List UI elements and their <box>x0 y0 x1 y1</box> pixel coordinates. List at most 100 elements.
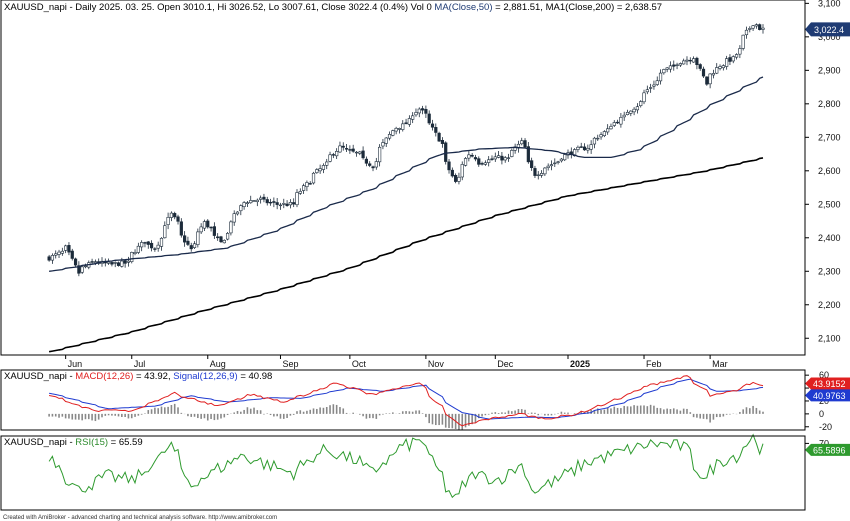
candle-body <box>506 157 511 159</box>
candle-body <box>235 211 240 215</box>
candle-body <box>57 251 61 255</box>
candle-body <box>252 200 256 202</box>
candle-body <box>384 137 388 144</box>
candle-body <box>682 60 686 65</box>
candle-body <box>219 236 223 243</box>
candle-body <box>107 261 111 264</box>
price-y-tick-label: 2,100 <box>818 333 841 343</box>
candle-body <box>295 192 299 206</box>
candle-body <box>397 128 402 130</box>
price-y-tick-label: 3,000 <box>818 32 841 42</box>
candle-body <box>629 110 633 114</box>
signal-badge <box>805 389 850 402</box>
candle-body <box>639 101 643 107</box>
candle-body <box>305 182 309 188</box>
candle-body <box>632 108 636 113</box>
candle-body <box>381 142 385 147</box>
candle-body <box>133 252 137 254</box>
candle-body <box>592 137 597 145</box>
candle-body <box>493 156 497 160</box>
candle-body <box>328 154 332 162</box>
candle-body <box>325 161 329 166</box>
candle-body <box>249 200 253 204</box>
candle-body <box>321 165 326 170</box>
candle-body <box>285 203 289 206</box>
candle-body <box>457 176 461 182</box>
ma200-line <box>48 157 764 353</box>
macd-title-part: Signal(12,26,9) <box>173 371 237 382</box>
candle-body <box>302 185 306 191</box>
candle-body <box>298 191 302 194</box>
candle-body <box>192 243 197 248</box>
candle-body <box>50 255 55 261</box>
candle-body <box>490 158 494 160</box>
candle-body <box>318 168 322 172</box>
price-y-tick-label: 3,100 <box>818 0 841 8</box>
candle-body <box>559 158 563 162</box>
candle-body <box>454 174 458 182</box>
candle-body <box>698 64 702 69</box>
candle-body <box>672 64 676 67</box>
candle-body <box>589 144 593 150</box>
candle-body <box>196 231 200 245</box>
ma50-line <box>49 76 764 272</box>
candle-body <box>734 54 739 58</box>
candle-body <box>576 146 580 150</box>
price-title-part: MA1(Close,200) <box>546 2 615 13</box>
candle-body <box>414 112 418 116</box>
candle-body <box>354 151 359 154</box>
price-title: XAUUSD_napi - Daily 2025. 03. 25. Open 3… <box>4 2 662 13</box>
candle-body <box>645 89 649 93</box>
candle-body <box>480 163 484 165</box>
candle-body <box>278 204 283 207</box>
macd-title-part: XAUUSD_napi - <box>4 371 75 382</box>
candle-body <box>721 65 725 69</box>
rsi-frame <box>0 435 806 511</box>
rsi-title-part: RSI(15) <box>75 437 108 448</box>
x-tick-label: Mar <box>712 359 728 369</box>
candle-body <box>315 169 319 174</box>
candle-body <box>275 202 279 205</box>
footer-credit: Created with AmiBroker - advanced charti… <box>3 515 277 521</box>
candle-body <box>579 146 583 148</box>
candle-body <box>599 134 603 138</box>
candle-body <box>652 84 656 87</box>
candle-body <box>582 146 587 151</box>
candle-body <box>744 29 749 36</box>
candle-body <box>477 158 481 165</box>
candle-body <box>738 48 742 55</box>
candle-body <box>239 205 243 212</box>
candle-body <box>143 242 147 244</box>
candle-body <box>364 158 369 164</box>
candle-body <box>272 201 276 203</box>
macd-title-part: MACD(12,26) <box>75 371 133 382</box>
candle-body <box>64 245 68 251</box>
candle-body <box>748 28 752 30</box>
candle-body <box>311 172 316 184</box>
candle-body <box>586 148 590 151</box>
candle-body <box>156 244 160 249</box>
candle-body <box>725 58 729 67</box>
candle-body <box>705 76 709 85</box>
macd-frame <box>0 369 806 431</box>
candle-body <box>83 265 88 268</box>
macd-y-tick-label: 0 <box>819 409 824 419</box>
candle-body <box>387 134 392 139</box>
macd-line <box>49 375 764 427</box>
candle-body <box>120 260 124 267</box>
candle-body <box>450 169 454 177</box>
macd-y-tick-label: -20 <box>819 422 832 432</box>
candle-body <box>70 250 74 259</box>
price-title-part: XAUUSD_napi - Daily 2025. 03. 25. Open 3… <box>4 2 434 13</box>
candle-body <box>701 68 706 77</box>
candle-body <box>60 250 64 254</box>
candle-body <box>447 161 451 171</box>
candle-body <box>212 226 216 236</box>
candle-body <box>225 233 230 240</box>
candle-body <box>169 212 174 218</box>
candle-body <box>54 253 58 256</box>
candle-body <box>344 148 349 150</box>
candle-body <box>500 155 504 161</box>
macd-badge-label: 43.9152 <box>813 379 846 389</box>
